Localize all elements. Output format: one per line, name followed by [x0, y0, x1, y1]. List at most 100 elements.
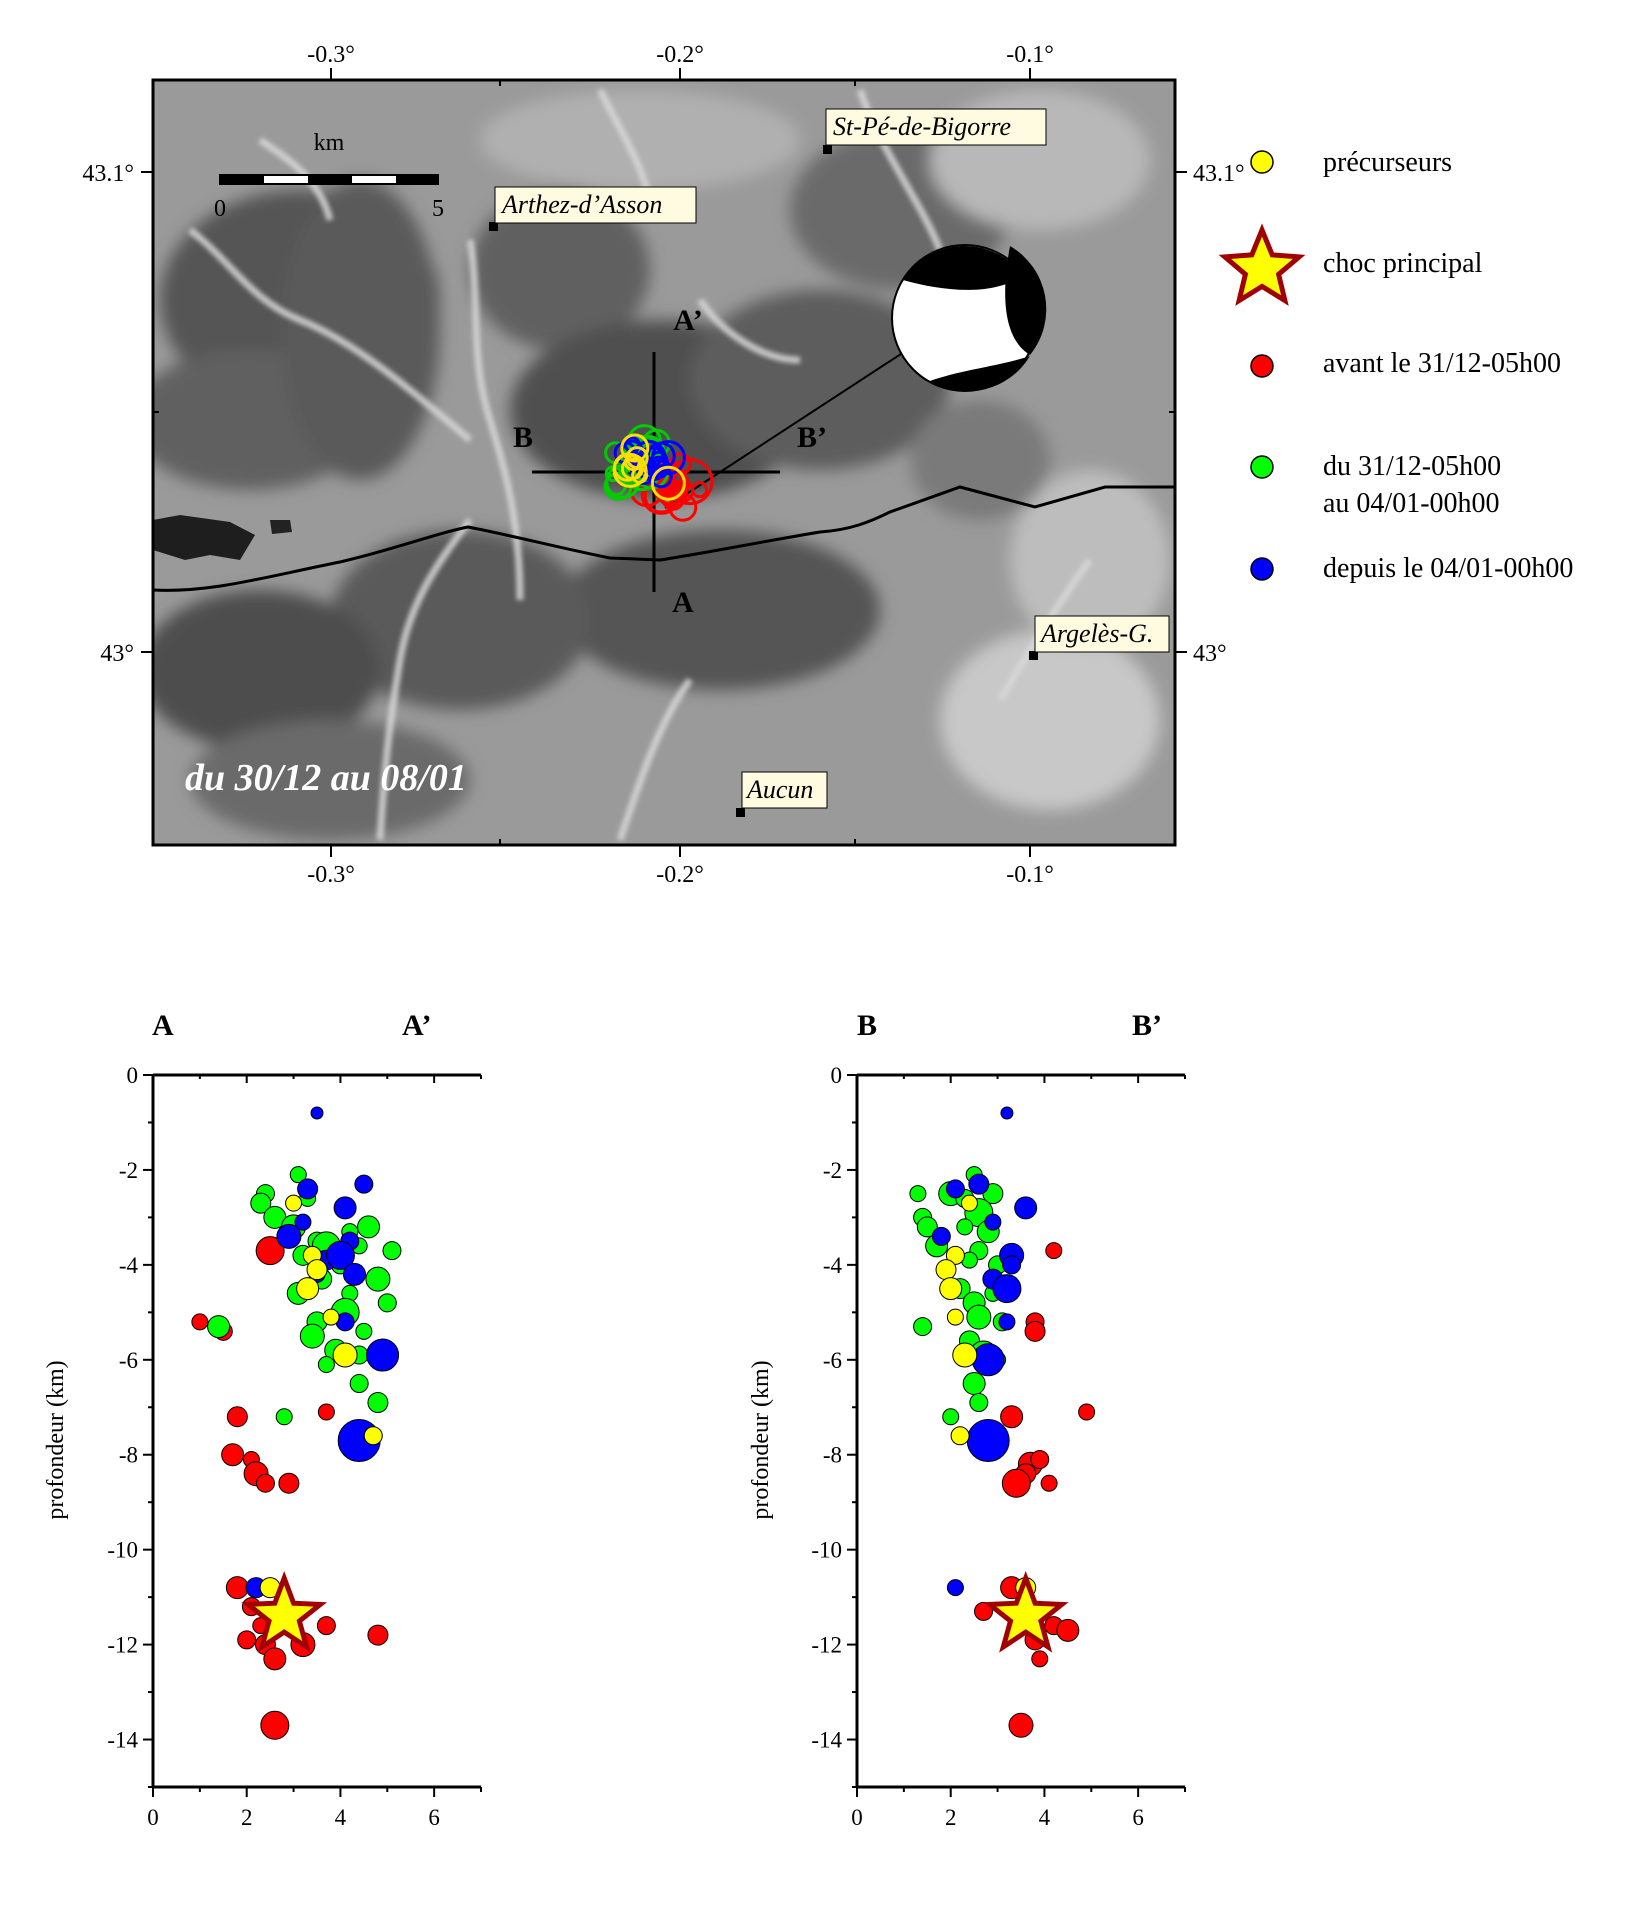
- profile-label-b: B: [513, 421, 533, 454]
- town-label-st-pe: St-Pé-de-Bigorre: [833, 112, 1011, 141]
- hypocenter-point: [1008, 1712, 1034, 1738]
- lon-tick-bottom-2: -0.2°: [656, 862, 704, 888]
- section-a-y-tick-label: 0: [127, 1063, 139, 1088]
- section-b-x-tick-label: 6: [1132, 1805, 1144, 1830]
- section-a-y-tick-label: -4: [119, 1253, 139, 1278]
- hypocenter-point: [1045, 1242, 1063, 1260]
- epicenter-circle: [650, 465, 686, 501]
- section-a-y-tick-label: -8: [119, 1443, 138, 1468]
- cross-section-b: B B’ profondeur (km) 0-2-4-6-8-10-12-140…: [748, 1009, 1186, 1830]
- hypocenter-point: [1002, 1255, 1022, 1275]
- scale-bar: km 0 5: [214, 130, 444, 222]
- epicenter-circle: [620, 433, 650, 463]
- hypocenter-point: [966, 1418, 1010, 1462]
- focal-mechanism-beachball: [891, 244, 1047, 392]
- legend-symbol-choc-principal: [1218, 223, 1306, 306]
- epicenter-circle: [623, 453, 641, 471]
- hypocenter-point: [250, 1192, 272, 1214]
- hypocenter-point: [968, 1173, 990, 1195]
- hypocenter-point: [310, 1106, 324, 1120]
- section-b-y-tick-label: -14: [811, 1728, 842, 1753]
- hypocenter-point: [966, 1304, 992, 1330]
- hypocenter-point: [952, 1342, 978, 1368]
- hypocenter-point: [1014, 1196, 1038, 1220]
- legend-label-depuis: depuis le 04/01-00h00: [1323, 553, 1573, 584]
- hypocenter-point: [935, 1259, 957, 1281]
- hypocenter-point: [1040, 1474, 1058, 1492]
- hypocenter-point: [931, 1226, 951, 1246]
- lon-tick-top-1: -0.3°: [307, 42, 355, 68]
- hypocenter-point: [946, 1579, 964, 1597]
- town-aucun: Aucun: [736, 771, 828, 817]
- hypocenter-point: [939, 1277, 963, 1301]
- section-a-x-tick-label: 0: [147, 1805, 159, 1830]
- town-st-pe: St-Pé-de-Bigorre: [823, 108, 1047, 154]
- hypocenter-point: [255, 1236, 285, 1266]
- mainshock-star: [241, 1570, 328, 1653]
- hypocenter-point: [355, 1322, 373, 1340]
- scale-bar-unit: km: [314, 130, 345, 156]
- hypocenter-point: [260, 1710, 290, 1740]
- hypocenter-point: [276, 1223, 302, 1249]
- legend-label-avant: avant le 31/12-05h00: [1323, 348, 1561, 379]
- hypocenter-point: [916, 1216, 938, 1238]
- hypocenter-point: [1024, 1320, 1046, 1342]
- section-a-y-tick-label: -2: [119, 1158, 138, 1183]
- hypocenter-point: [962, 1372, 986, 1396]
- hypocenter-point: [255, 1473, 275, 1493]
- profile-label-b-prime: B’: [797, 421, 827, 454]
- hypocenter-point: [1000, 1405, 1024, 1429]
- profile-label-a-prime: A’: [673, 304, 702, 337]
- hypocenter-point: [1078, 1403, 1096, 1421]
- hypocenter-point: [956, 1218, 974, 1236]
- section-b-x-tick-label: 4: [1039, 1805, 1051, 1830]
- cross-section-a: A A’ profondeur (km) 0-2-4-6-8-10-12-140…: [43, 1009, 482, 1830]
- profile-label-a: A: [672, 586, 694, 619]
- mainshock-star: [982, 1570, 1069, 1653]
- hypocenter-point: [1056, 1618, 1080, 1642]
- section-b-y-tick-label: -8: [823, 1443, 842, 1468]
- town-argeles: Argelès-G.: [1029, 615, 1170, 660]
- period-label: du 30/12 au 08/01: [185, 757, 467, 799]
- hypocenter-point: [357, 1215, 381, 1239]
- hypocenter-point: [289, 1166, 307, 1184]
- hypocenter-point: [306, 1259, 328, 1281]
- lat-tick-right-2: 43°: [1193, 641, 1227, 667]
- lat-tick-left-1: 43.1°: [82, 161, 134, 187]
- section-b-y-tick-label: -12: [811, 1633, 842, 1658]
- section-b-x-tick-label: 0: [851, 1805, 863, 1830]
- hypocenter-point: [1030, 1449, 1050, 1469]
- map-ticks: [141, 68, 1187, 857]
- hypocenter-point: [1000, 1106, 1014, 1120]
- hypocenter-point: [984, 1213, 1002, 1231]
- section-a-ylabel: profondeur (km): [43, 1360, 69, 1519]
- hypocenter-point: [317, 1403, 335, 1421]
- hypocenter-point: [226, 1406, 248, 1428]
- hypocenter-point: [207, 1315, 231, 1339]
- section-b-start-label: B: [857, 1009, 877, 1042]
- hypocenter-point: [1001, 1468, 1031, 1498]
- hypocenter-point: [221, 1443, 245, 1467]
- hypocenter-point: [992, 1274, 1022, 1304]
- hypocenter-point: [332, 1342, 358, 1368]
- scale-bar-start: 0: [214, 196, 226, 222]
- town-label-arthez: Arthez-d’Asson: [500, 190, 662, 219]
- lon-tick-top-3: -0.1°: [1006, 42, 1054, 68]
- section-a-y-tick-label: -14: [107, 1728, 138, 1753]
- section-a-axes: 0 -2 -4 -6 -8 -10 -12 -14 0 2 4 6: [107, 1063, 482, 1830]
- town-label-aucun: Aucun: [745, 775, 813, 804]
- legend-label-du-31-12: du 31/12-05h00: [1323, 451, 1501, 482]
- hypocenter-point: [333, 1196, 357, 1220]
- hypocenter-point: [296, 1277, 320, 1301]
- section-a-x-tick-label: 2: [241, 1805, 253, 1830]
- lon-tick-bottom-3: -0.1°: [1006, 862, 1054, 888]
- section-a-end-label: A’: [402, 1009, 431, 1042]
- lat-tick-right-1: 43.1°: [1193, 161, 1245, 187]
- hypocenter-point: [909, 1185, 927, 1203]
- legend-label-choc-principal: choc principal: [1323, 248, 1483, 279]
- section-a-y-tick-label: -6: [119, 1348, 138, 1373]
- epicenter-circle: [623, 436, 641, 454]
- section-b-y-tick-label: -10: [811, 1538, 842, 1563]
- hypocenter-point: [237, 1630, 257, 1650]
